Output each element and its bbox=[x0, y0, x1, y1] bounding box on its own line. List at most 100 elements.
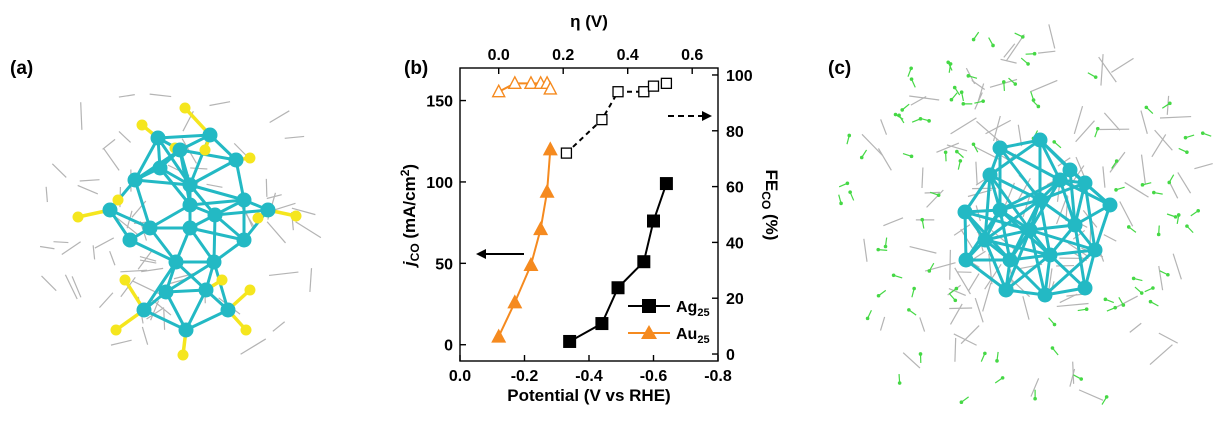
ligand-bond bbox=[1000, 58, 1017, 64]
ligand-bond bbox=[206, 183, 223, 188]
metal-bond bbox=[189, 183, 245, 202]
data-point bbox=[539, 183, 555, 198]
ligand-bond bbox=[1166, 95, 1170, 115]
metal-bond bbox=[1049, 248, 1096, 257]
data-point bbox=[523, 75, 539, 90]
metal-bond bbox=[185, 308, 229, 332]
ligand-bond bbox=[1030, 378, 1040, 397]
fluorine-atom bbox=[943, 150, 948, 155]
arrow-left-head bbox=[476, 249, 486, 259]
x-tick-label: -0.2 bbox=[511, 368, 539, 385]
fluorine-atom bbox=[907, 308, 911, 312]
metal-bond bbox=[1093, 204, 1112, 251]
fluorine-atom bbox=[1103, 297, 1108, 302]
fluorine-atom bbox=[1196, 208, 1201, 213]
fluorine-atom bbox=[1050, 346, 1055, 350]
metal-bond bbox=[1005, 253, 1051, 292]
metal-bond bbox=[999, 178, 1061, 212]
metal-atom bbox=[236, 192, 252, 208]
x-tick-label: 0.0 bbox=[449, 368, 471, 385]
ligand-bond bbox=[77, 184, 99, 195]
fluorine-atom bbox=[1144, 105, 1149, 110]
ligand-bond bbox=[910, 96, 927, 106]
fluorine-atom bbox=[920, 217, 925, 222]
panel-label-c: (c) bbox=[828, 58, 852, 79]
ligand-bond bbox=[879, 316, 886, 331]
ligand-bond bbox=[41, 275, 57, 292]
metal-bond bbox=[149, 203, 191, 230]
ligand-bond bbox=[1072, 229, 1086, 240]
fluorine-atom bbox=[897, 113, 901, 118]
metal-atom bbox=[1037, 287, 1053, 303]
metal-atom bbox=[202, 127, 218, 143]
sulfur-atom bbox=[216, 274, 228, 286]
sulfur-atom bbox=[199, 144, 211, 156]
ligand-bond bbox=[102, 138, 116, 150]
fluorine-atom bbox=[897, 381, 902, 385]
fluorine-atom bbox=[1131, 276, 1136, 281]
ligand-bond bbox=[975, 161, 978, 185]
ligand-bond bbox=[973, 145, 1000, 160]
ligand-bond bbox=[1129, 322, 1142, 333]
metal-bond bbox=[963, 211, 968, 261]
metal-bond bbox=[133, 137, 160, 181]
fluorine-atom bbox=[1152, 190, 1156, 195]
ligand-bond bbox=[954, 267, 971, 295]
ligand-bond bbox=[1103, 112, 1121, 131]
metal-bond bbox=[189, 198, 245, 207]
sulfur-atom bbox=[244, 284, 256, 296]
fluorine-atom bbox=[1032, 51, 1037, 56]
left-tick-label: 50 bbox=[435, 256, 453, 273]
ligand-bond bbox=[1159, 115, 1192, 119]
fluorine-atom bbox=[1126, 225, 1131, 229]
fluorine-atom bbox=[1020, 35, 1025, 39]
ligand-bond bbox=[1048, 24, 1056, 49]
metal-atom bbox=[1052, 172, 1068, 188]
fluorine-atom bbox=[1084, 307, 1089, 312]
fluorine-atom bbox=[1168, 101, 1172, 106]
ligand-bond bbox=[1056, 302, 1089, 308]
ligand-bond bbox=[902, 352, 921, 369]
metal-bond bbox=[142, 261, 178, 311]
metal-atom bbox=[1022, 222, 1038, 238]
fluorine-atom bbox=[909, 77, 914, 81]
fluorine-atom bbox=[955, 149, 959, 154]
ligand-bond bbox=[71, 276, 82, 298]
ligand-bond bbox=[115, 216, 138, 235]
metal-bond bbox=[1068, 169, 1077, 226]
x-tick-label: -0.8 bbox=[704, 368, 732, 385]
ligand-bond bbox=[1069, 368, 1076, 387]
fluorine-atom bbox=[1148, 299, 1153, 304]
ligand-bond bbox=[972, 250, 986, 260]
metal-atom bbox=[1032, 132, 1048, 148]
ligand-bond bbox=[92, 245, 96, 260]
metal-atom bbox=[127, 172, 143, 188]
left-tick-label: 100 bbox=[426, 175, 453, 192]
fluorine-atom bbox=[912, 286, 916, 291]
metal-atom bbox=[957, 204, 973, 220]
series-line-0 bbox=[569, 183, 668, 343]
ligand-bond bbox=[284, 135, 305, 139]
metal-atom bbox=[236, 232, 252, 248]
right-tick-label: 0 bbox=[726, 347, 735, 364]
ligand-bond bbox=[272, 202, 296, 212]
metal-atom bbox=[182, 220, 198, 236]
metal-atom bbox=[1087, 242, 1103, 258]
ligand-bond bbox=[79, 179, 100, 182]
metal-atom bbox=[992, 140, 1008, 156]
ligand-bond bbox=[269, 271, 299, 277]
metal-atom bbox=[207, 207, 223, 223]
data-point bbox=[542, 141, 558, 156]
fluorine-atom bbox=[961, 102, 966, 106]
sulfur-atom bbox=[72, 211, 84, 223]
ligand-bond bbox=[863, 238, 868, 262]
ligand-bond bbox=[1151, 134, 1167, 158]
fluorine-atom bbox=[848, 190, 852, 194]
fluorine-atom bbox=[909, 66, 913, 71]
ligand-bond bbox=[974, 297, 984, 323]
data-point bbox=[638, 86, 650, 98]
fluorine-atom bbox=[991, 43, 995, 48]
fluorine-atom bbox=[876, 247, 881, 252]
